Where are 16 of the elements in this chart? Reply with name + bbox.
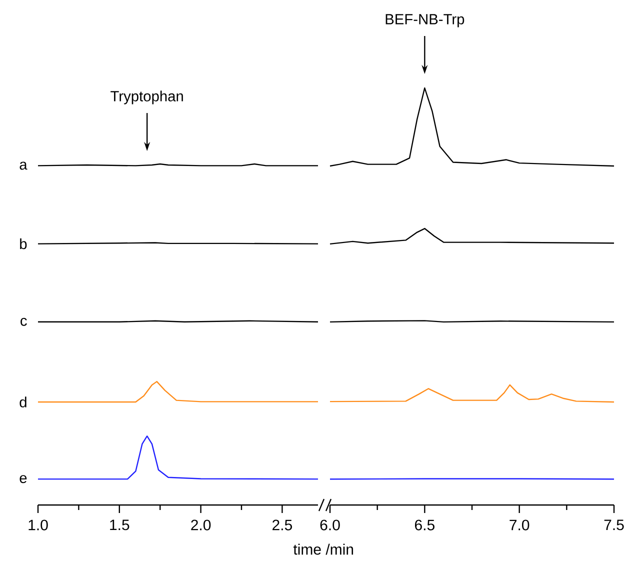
x-tick-label: 2.0: [191, 520, 211, 530]
x-tick-label: 7.0: [510, 520, 530, 530]
x-tick-label: 1.0: [28, 520, 48, 530]
series-label: d: [20, 396, 26, 408]
x-axis-title: time /min: [293, 544, 354, 555]
series-label: e: [20, 475, 27, 484]
series-label: a: [20, 162, 28, 170]
x-tick-label: 7.5: [604, 520, 624, 530]
text: Tryptophan: [110, 90, 183, 104]
series-label: b: [20, 238, 27, 250]
text: BEF-NB-Trp: [386, 14, 464, 28]
x-tick-label: 6.5: [415, 520, 434, 530]
x-tick-label: 2.5: [272, 520, 292, 530]
x-tick-label: 6.0: [320, 520, 340, 530]
series-label: c: [20, 318, 27, 326]
x-tick-label: 1.5: [110, 520, 130, 530]
